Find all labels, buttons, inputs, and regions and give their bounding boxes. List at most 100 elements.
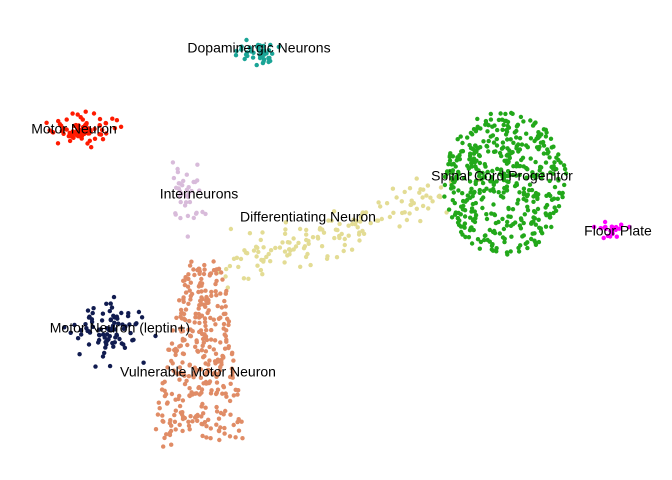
point-spinal-cord-progenitor [532, 238, 537, 243]
point-vulnerable-motor-neuron [181, 316, 187, 321]
point-vulnerable-motor-neuron [171, 368, 176, 373]
point-motor-neuron-leptin [117, 336, 122, 342]
point-spinal-cord-progenitor [488, 117, 494, 122]
point-motor-neuron-leptin [72, 322, 77, 328]
point-motor-neuron-leptin [85, 308, 91, 313]
point-vulnerable-motor-neuron [211, 347, 216, 352]
point-motor-neuron-leptin [104, 332, 110, 337]
point-spinal-cord-progenitor [494, 143, 500, 148]
point-spinal-cord-progenitor [522, 212, 527, 217]
point-vulnerable-motor-neuron [187, 318, 192, 324]
point-differentiating-neuron [305, 251, 310, 257]
point-differentiating-neuron [363, 210, 369, 215]
point-vulnerable-motor-neuron [222, 332, 227, 337]
point-differentiating-neuron [255, 245, 260, 250]
point-floor-plate [610, 225, 615, 230]
point-spinal-cord-progenitor [525, 208, 531, 213]
point-spinal-cord-progenitor [505, 146, 510, 151]
cluster-label-floor-plate: Floor Plate [584, 223, 652, 239]
point-interneurons [175, 166, 180, 172]
point-vulnerable-motor-neuron [226, 322, 231, 328]
point-differentiating-neuron [225, 285, 230, 290]
point-motor-neuron [87, 127, 93, 132]
point-vulnerable-motor-neuron [174, 348, 180, 353]
point-spinal-cord-progenitor [533, 159, 538, 165]
point-motor-neuron-leptin [96, 327, 102, 332]
point-vulnerable-motor-neuron [182, 278, 187, 283]
point-spinal-cord-progenitor [500, 235, 506, 240]
point-vulnerable-motor-neuron [155, 412, 161, 417]
point-spinal-cord-progenitor [505, 169, 511, 174]
point-vulnerable-motor-neuron [215, 387, 221, 392]
point-vulnerable-motor-neuron [185, 342, 190, 348]
point-vulnerable-motor-neuron [218, 425, 223, 430]
point-interneurons [184, 187, 190, 192]
point-spinal-cord-progenitor [461, 224, 466, 229]
point-spinal-cord-progenitor [469, 186, 474, 191]
point-vulnerable-motor-neuron [194, 340, 199, 345]
point-floor-plate [591, 224, 597, 230]
point-vulnerable-motor-neuron [230, 375, 235, 380]
point-spinal-cord-progenitor [493, 220, 499, 226]
point-vulnerable-motor-neuron [211, 317, 216, 322]
point-vulnerable-motor-neuron [194, 368, 200, 373]
point-spinal-cord-progenitor [516, 249, 522, 254]
point-differentiating-neuron [304, 232, 309, 237]
point-spinal-cord-progenitor [552, 184, 558, 190]
point-spinal-cord-progenitor [531, 215, 536, 220]
point-motor-neuron [59, 123, 64, 128]
point-vulnerable-motor-neuron [178, 307, 184, 313]
point-vulnerable-motor-neuron [223, 408, 228, 414]
point-spinal-cord-progenitor [507, 155, 512, 161]
point-vulnerable-motor-neuron [183, 307, 189, 312]
point-spinal-cord-progenitor [480, 205, 485, 211]
point-vulnerable-motor-neuron [186, 272, 191, 277]
point-spinal-cord-progenitor [525, 240, 530, 245]
point-vulnerable-motor-neuron [218, 410, 224, 416]
point-motor-neuron [85, 141, 90, 146]
point-motor-neuron-leptin [62, 325, 67, 330]
point-motor-neuron [91, 111, 97, 116]
point-spinal-cord-progenitor [515, 201, 520, 206]
point-spinal-cord-progenitor [461, 199, 466, 204]
point-vulnerable-motor-neuron [199, 387, 205, 392]
point-motor-neuron-leptin [106, 337, 111, 342]
point-spinal-cord-progenitor [556, 204, 562, 209]
point-spinal-cord-progenitor [563, 171, 569, 176]
point-vulnerable-motor-neuron [197, 392, 202, 397]
point-spinal-cord-progenitor [497, 231, 502, 236]
point-spinal-cord-progenitor [506, 159, 511, 164]
point-differentiating-neuron [238, 256, 244, 262]
point-motor-neuron-leptin [102, 335, 107, 340]
point-motor-neuron-leptin [68, 330, 73, 335]
point-motor-neuron-leptin [100, 311, 106, 316]
point-interneurons [176, 186, 181, 191]
point-differentiating-neuron [391, 210, 396, 215]
point-differentiating-neuron [223, 274, 228, 279]
point-spinal-cord-progenitor [534, 172, 540, 177]
point-motor-neuron-leptin [75, 336, 81, 341]
point-vulnerable-motor-neuron [214, 271, 219, 276]
point-differentiating-neuron [437, 193, 442, 198]
point-spinal-cord-progenitor [531, 199, 536, 204]
point-vulnerable-motor-neuron [180, 398, 186, 403]
point-spinal-cord-progenitor [501, 226, 507, 232]
point-differentiating-neuron [349, 247, 355, 252]
point-vulnerable-motor-neuron [156, 400, 161, 405]
point-spinal-cord-progenitor [554, 155, 559, 160]
point-differentiating-neuron [384, 201, 390, 206]
point-differentiating-neuron [326, 218, 331, 223]
point-spinal-cord-progenitor [521, 119, 526, 124]
point-spinal-cord-progenitor [548, 214, 553, 220]
point-vulnerable-motor-neuron [189, 390, 194, 395]
point-spinal-cord-progenitor [533, 242, 539, 247]
point-spinal-cord-progenitor [553, 208, 559, 213]
point-differentiating-neuron [321, 230, 327, 235]
cluster-label-interneurons: Interneurons [160, 186, 239, 202]
point-differentiating-neuron [277, 245, 283, 250]
point-spinal-cord-progenitor [529, 236, 534, 242]
point-dopaminergic-neurons [254, 62, 259, 68]
point-spinal-cord-progenitor [465, 135, 470, 140]
point-spinal-cord-progenitor [462, 208, 468, 213]
point-spinal-cord-progenitor [447, 153, 453, 158]
